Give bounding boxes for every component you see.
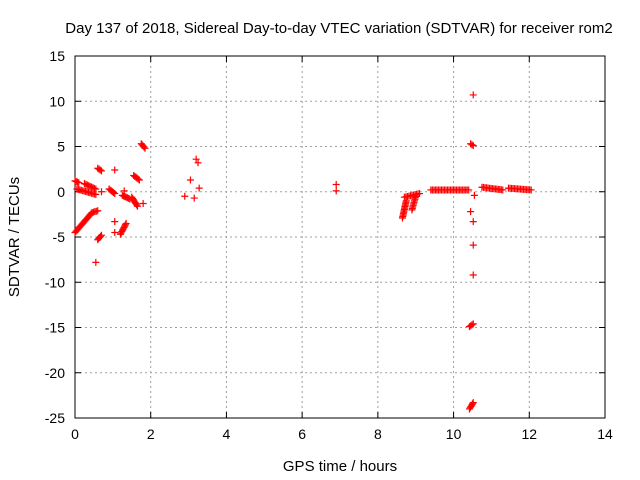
data-point bbox=[92, 185, 100, 193]
data-points bbox=[71, 91, 535, 413]
x-tick-label: 2 bbox=[147, 426, 155, 442]
y-axis-label: SDTVAR / TECUs bbox=[6, 177, 23, 297]
chart-title: Day 137 of 2018, Sidereal Day-to-day VTE… bbox=[65, 20, 612, 37]
data-point bbox=[96, 166, 104, 174]
data-point bbox=[190, 194, 198, 202]
data-point bbox=[412, 192, 420, 200]
data-point bbox=[332, 181, 340, 189]
x-tick-label: 8 bbox=[374, 426, 382, 442]
data-point bbox=[111, 228, 119, 236]
data-point bbox=[141, 144, 149, 152]
data-point bbox=[194, 159, 202, 167]
data-point bbox=[120, 187, 128, 195]
data-point bbox=[92, 258, 100, 266]
y-tick-label: 15 bbox=[49, 48, 65, 64]
data-point bbox=[465, 186, 473, 194]
x-tick-label: 10 bbox=[446, 426, 462, 442]
grid bbox=[75, 56, 605, 418]
data-point bbox=[469, 241, 477, 249]
y-tick-label: 5 bbox=[57, 139, 65, 155]
data-point bbox=[111, 218, 119, 226]
x-tick-label: 0 bbox=[71, 426, 79, 442]
data-point bbox=[416, 190, 423, 198]
data-point bbox=[332, 187, 340, 195]
y-tick-label: -15 bbox=[45, 320, 65, 336]
data-point bbox=[469, 400, 476, 408]
data-point bbox=[469, 142, 477, 150]
data-point bbox=[94, 207, 102, 215]
y-tick-label: -25 bbox=[45, 410, 65, 426]
data-point bbox=[140, 143, 148, 151]
data-point bbox=[469, 91, 477, 99]
data-point bbox=[75, 179, 83, 187]
x-tick-label: 6 bbox=[298, 426, 306, 442]
data-point bbox=[468, 321, 476, 329]
data-point bbox=[469, 320, 477, 328]
data-point bbox=[469, 218, 477, 226]
data-point bbox=[181, 192, 189, 200]
data-point bbox=[469, 399, 477, 407]
axis-ticks: 0 2 4 6 8 10 12 14 -25 -20 -15 -10 -5 0 5 10 15 bbox=[45, 48, 613, 442]
data-point bbox=[499, 186, 507, 194]
data-point bbox=[470, 191, 478, 199]
x-axis-label: GPS time / hours bbox=[283, 458, 397, 475]
y-tick-label: -5 bbox=[53, 229, 66, 245]
data-point bbox=[133, 201, 141, 209]
data-point bbox=[469, 271, 477, 279]
x-tick-label: 12 bbox=[521, 426, 537, 442]
data-point bbox=[111, 190, 119, 198]
data-point bbox=[527, 186, 535, 194]
data-point bbox=[467, 208, 475, 216]
y-tick-label: -10 bbox=[45, 274, 65, 290]
y-tick-label: 10 bbox=[49, 93, 65, 109]
data-point bbox=[98, 188, 105, 196]
data-point bbox=[97, 232, 105, 240]
data-point bbox=[135, 176, 143, 184]
data-point bbox=[468, 141, 476, 149]
data-point bbox=[133, 202, 141, 210]
y-tick-label: 0 bbox=[57, 184, 65, 200]
data-point bbox=[186, 176, 194, 184]
x-tick-label: 4 bbox=[223, 426, 231, 442]
y-tick-label: -20 bbox=[45, 365, 65, 381]
data-point bbox=[98, 167, 105, 175]
data-point bbox=[195, 184, 203, 192]
data-point bbox=[111, 166, 119, 174]
data-point bbox=[74, 178, 82, 186]
data-point bbox=[121, 221, 129, 229]
data-point bbox=[134, 175, 142, 183]
data-point bbox=[139, 200, 147, 208]
data-point bbox=[122, 219, 130, 227]
data-point bbox=[98, 231, 105, 239]
data-point bbox=[192, 155, 200, 163]
data-point bbox=[90, 184, 98, 192]
data-point bbox=[110, 189, 118, 197]
x-tick-label: 14 bbox=[597, 426, 613, 442]
